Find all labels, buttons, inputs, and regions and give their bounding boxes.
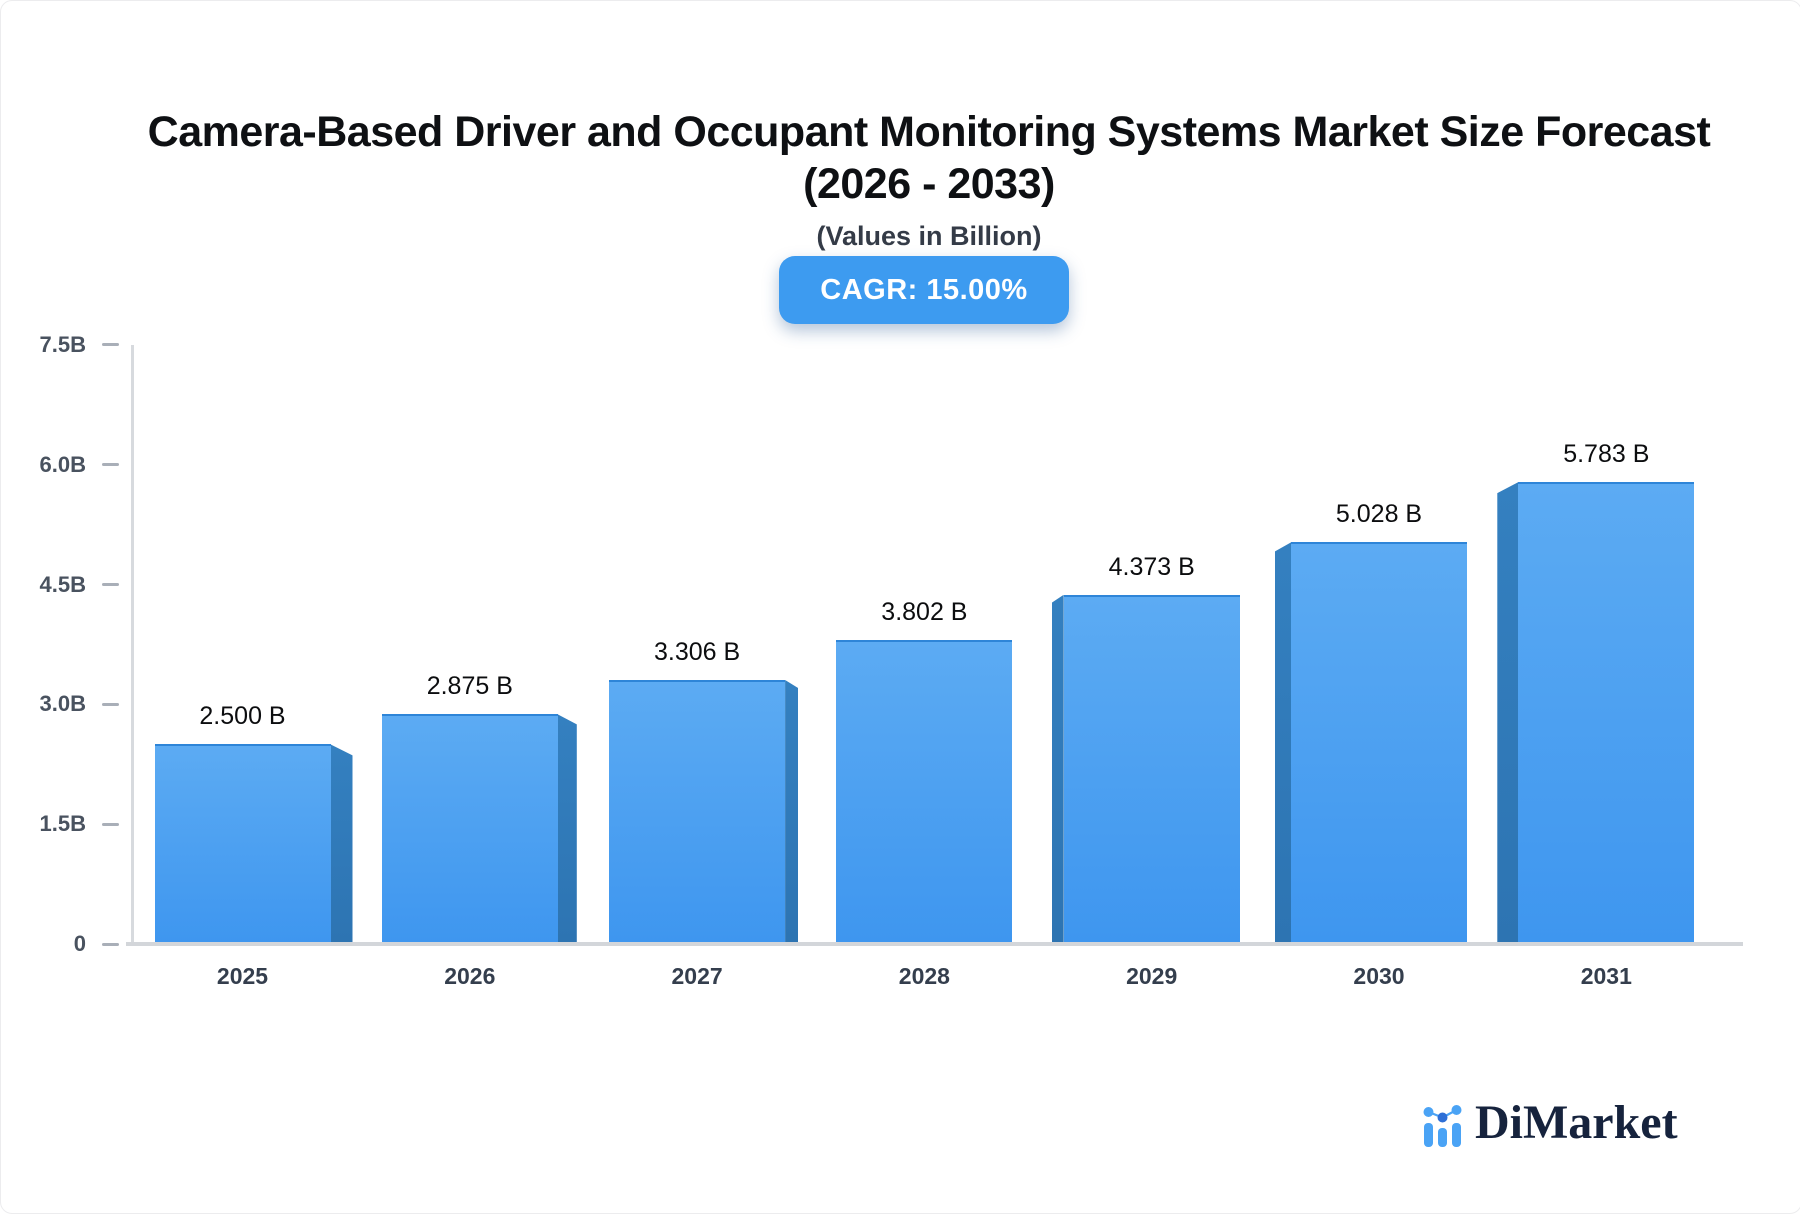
bar-value-label: 3.306 B bbox=[654, 637, 741, 666]
bar-2026 bbox=[381, 714, 558, 944]
bar-side-panel bbox=[330, 744, 353, 944]
chart-title-block: Camera-Based Driver and Occupant Monitor… bbox=[129, 105, 1729, 252]
bar-side-panel bbox=[557, 714, 577, 944]
bar-2031 bbox=[1518, 482, 1695, 944]
mini-bar-line-chart-icon bbox=[1423, 1105, 1462, 1147]
y-tick-label: 1.5B bbox=[39, 811, 86, 837]
x-axis-label: 2029 bbox=[1126, 963, 1178, 989]
bar-value-label: 2.500 B bbox=[199, 702, 286, 731]
x-axis-label: 2028 bbox=[898, 963, 950, 989]
x-axis-label: 2025 bbox=[216, 963, 269, 989]
x-axis-label: 2031 bbox=[1580, 963, 1632, 989]
y-tick-label: 0 bbox=[73, 931, 86, 956]
bar-2030 bbox=[1291, 542, 1467, 944]
y-tick-mark bbox=[102, 583, 119, 587]
bar-2027 bbox=[609, 679, 786, 944]
y-tick-mark bbox=[102, 942, 119, 946]
y-tick-label: 4.5B bbox=[39, 571, 86, 597]
bar-value-label: 5.028 B bbox=[1335, 500, 1423, 529]
bar-side-panel bbox=[1497, 482, 1519, 944]
bar-side-panel bbox=[1275, 542, 1291, 944]
y-tick-mark bbox=[102, 822, 119, 826]
bar-side-panel bbox=[785, 679, 799, 944]
x-axis-label: 2030 bbox=[1353, 963, 1405, 989]
chart-title-years: (2026 - 2033) bbox=[803, 160, 1055, 208]
chart-title: Camera-Based Driver and Occupant Monitor… bbox=[147, 108, 1711, 156]
cagr-badge: CAGR: 15.00% bbox=[779, 256, 1069, 324]
x-axis-baseline bbox=[126, 942, 1743, 946]
x-axis-label: 2027 bbox=[671, 963, 723, 989]
y-tick-mark bbox=[102, 702, 119, 706]
dimarket-logo: DiMarket bbox=[1421, 1097, 1678, 1149]
bar-2025 bbox=[154, 744, 331, 944]
y-tick-mark bbox=[102, 463, 119, 467]
y-tick-label: 6.0B bbox=[39, 451, 86, 477]
y-tick-mark bbox=[102, 343, 119, 347]
bar-2028 bbox=[836, 640, 1013, 944]
y-tick-label: 7.5B bbox=[39, 331, 86, 357]
bar-2029 bbox=[1063, 594, 1240, 944]
bar-value-label: 4.373 B bbox=[1108, 552, 1195, 581]
bar-side-panel bbox=[1051, 594, 1064, 944]
cagr-badge-label: CAGR: 15.00% bbox=[820, 273, 1028, 306]
bar-value-label: 3.802 B bbox=[881, 598, 968, 627]
y-axis-line bbox=[131, 345, 134, 944]
dimarket-logo-text: DiMarket bbox=[1475, 1096, 1678, 1149]
chart-subtitle: (Values in Billion) bbox=[816, 221, 1042, 251]
bar-value-label: 2.875 B bbox=[426, 672, 513, 701]
bar-value-label: 5.783 B bbox=[1563, 440, 1650, 469]
x-axis-label: 2026 bbox=[444, 963, 496, 989]
y-tick-label: 3.0B bbox=[39, 691, 86, 717]
